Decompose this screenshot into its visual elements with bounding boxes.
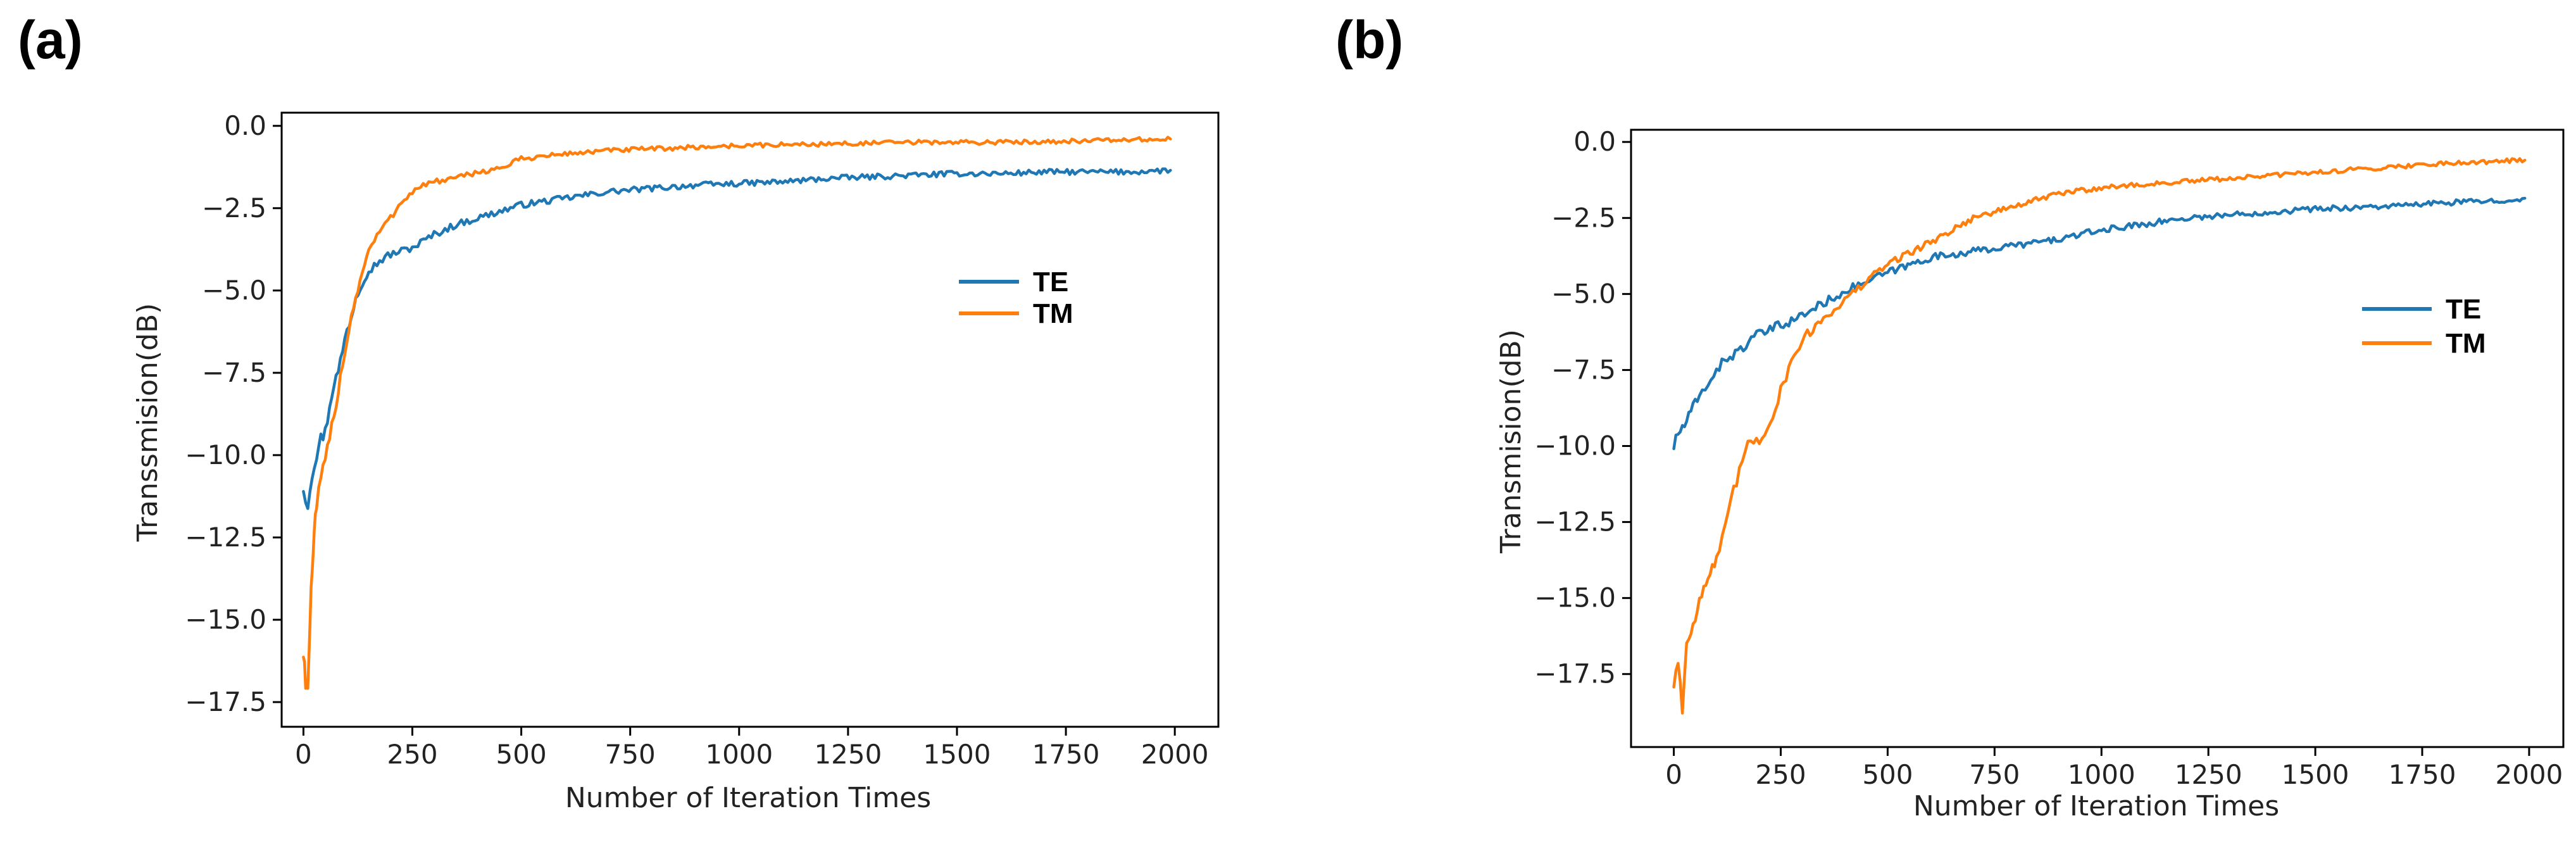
chart-a-legend: TE TM [959, 267, 1073, 329]
chart-b-legend: TE TM [2362, 294, 2486, 359]
y-tick-label: −10.0 [185, 439, 266, 470]
series-tm-line [302, 135, 1172, 690]
y-tick-label: −12.5 [1534, 506, 1616, 537]
y-tick-label: −15.0 [185, 604, 266, 635]
panel-label-b: (b) [1335, 10, 1403, 70]
y-tick-label: −2.5 [1551, 202, 1616, 233]
legend-tm-label: TM [1033, 298, 1073, 329]
x-tick-label: 1500 [923, 739, 991, 770]
series-te-line [1672, 196, 2527, 451]
y-tick-label: 0.0 [224, 110, 266, 141]
legend-tm-label: TM [2446, 328, 2486, 359]
y-tick-label: −15.0 [1534, 582, 1616, 613]
y-tick-label: −5.0 [1551, 278, 1616, 309]
y-tick-label: −17.5 [185, 686, 266, 717]
chart-b-ylabel: Transmision(dB) [1495, 329, 1527, 554]
x-tick-label: 1000 [705, 739, 773, 770]
chart-b: Number of Iteration Times Transmision(dB… [1495, 126, 2565, 822]
chart-a-ylabel: Transsmision(dB) [132, 303, 164, 543]
x-tick-label: 1500 [2282, 759, 2349, 790]
x-tick-label: 1250 [2175, 759, 2242, 790]
legend-te-label: TE [1033, 267, 1068, 298]
chart-a-xlabel: Number of Iteration Times [565, 782, 931, 814]
legend-te-label: TE [2446, 294, 2481, 325]
plot-area-frame [1630, 129, 2565, 748]
x-tick-label: 1750 [1032, 739, 1100, 770]
y-tick-label: −7.5 [202, 357, 266, 388]
y-tick-label: −2.5 [202, 192, 266, 223]
series-tm-line [1672, 157, 2527, 715]
y-tick-label: −12.5 [185, 522, 266, 553]
x-tick-label: 0 [1665, 759, 1682, 790]
chart-a: Number of Iteration Times Transsmision(d… [132, 110, 1220, 814]
x-tick-label: 750 [1969, 759, 2020, 790]
x-tick-label: 0 [295, 739, 312, 770]
y-tick-label: −17.5 [1534, 658, 1616, 689]
x-tick-label: 250 [1755, 759, 1806, 790]
x-tick-label: 500 [1862, 759, 1913, 790]
y-tick-label: −7.5 [1551, 354, 1616, 385]
y-tick-label: −5.0 [202, 275, 266, 306]
x-tick-label: 1250 [814, 739, 882, 770]
x-tick-label: 2000 [1141, 739, 1209, 770]
x-tick-label: 2000 [2495, 759, 2563, 790]
x-tick-label: 250 [387, 739, 437, 770]
x-tick-label: 1750 [2389, 759, 2456, 790]
x-tick-label: 1000 [2068, 759, 2135, 790]
y-tick-label: 0.0 [1573, 126, 1616, 157]
x-tick-label: 750 [605, 739, 656, 770]
chart-b-xlabel: Number of Iteration Times [1913, 790, 2279, 822]
plot-area-frame [280, 111, 1220, 728]
x-tick-label: 500 [496, 739, 547, 770]
y-tick-label: −10.0 [1534, 430, 1616, 462]
series-te-line [302, 167, 1172, 510]
panel-label-a: (a) [18, 10, 83, 70]
